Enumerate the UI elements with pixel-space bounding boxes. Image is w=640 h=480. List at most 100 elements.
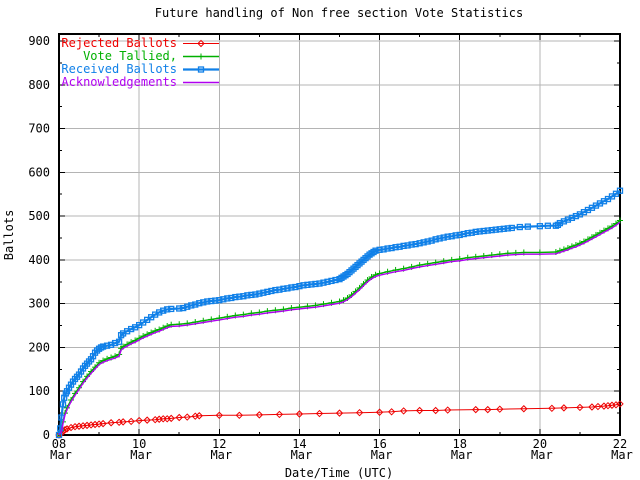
legend-item-acknowledgements: Acknowledgements <box>60 76 220 89</box>
square-marker-icon <box>115 338 123 345</box>
diamond-marker-icon <box>79 422 87 430</box>
diamond-marker-icon <box>127 417 135 426</box>
x-tick-label: 10 <box>132 437 146 451</box>
square-marker-icon <box>464 230 471 237</box>
square-marker-icon <box>228 294 235 302</box>
series-line-rejected-ballots <box>58 403 621 436</box>
square-marker-icon <box>244 292 251 299</box>
legend-sample-square-line-icon <box>183 66 219 73</box>
x-tick-label: Mar <box>291 448 313 462</box>
square-marker-icon <box>308 281 315 288</box>
legend-sample-plain-line-icon <box>183 81 219 84</box>
square-marker-icon <box>572 212 580 220</box>
square-marker-icon <box>400 242 407 250</box>
diamond-marker-icon <box>255 411 264 419</box>
square-marker-icon <box>236 293 243 300</box>
y-tick-label: 500 <box>28 209 50 223</box>
square-marker-icon <box>448 233 455 240</box>
diamond-marker-icon <box>115 418 123 427</box>
diamond-marker-icon <box>99 419 107 428</box>
diamond-marker-icon <box>443 406 452 414</box>
diamond-marker-icon <box>175 413 183 422</box>
square-marker-icon <box>416 240 423 247</box>
diamond-marker-icon <box>71 422 79 431</box>
diamond-marker-icon <box>616 400 624 408</box>
square-marker-icon <box>500 225 507 232</box>
square-marker-icon <box>260 289 267 296</box>
square-marker-icon <box>544 222 552 229</box>
square-marker-icon <box>111 339 119 347</box>
square-marker-icon <box>107 341 115 348</box>
square-marker-icon <box>432 236 439 243</box>
legend-item-rejected-ballots: Rejected Ballots <box>60 37 220 50</box>
square-marker-icon <box>320 279 327 286</box>
diamond-marker-icon <box>275 410 284 419</box>
x-tick-label: 22 <box>613 437 627 451</box>
square-marker-icon <box>272 286 279 294</box>
diamond-marker-icon <box>195 412 203 420</box>
square-marker-icon <box>496 226 503 233</box>
square-marker-icon <box>316 280 323 287</box>
x-tick-label: 12 <box>212 437 226 451</box>
square-marker-icon <box>380 246 387 253</box>
legend-label-rejected-ballots: Rejected Ballots <box>61 36 177 50</box>
square-marker-icon <box>268 287 275 295</box>
diamond-marker-icon <box>159 415 167 423</box>
legend: Rejected Ballots Vote Tallied, Received … <box>60 37 220 89</box>
square-marker-icon <box>392 244 399 251</box>
x-tick-label: Mar <box>451 448 473 462</box>
diamond-marker-icon <box>600 402 608 410</box>
diamond-marker-icon <box>167 414 175 423</box>
x-axis-title: Date/Time (UTC) <box>285 466 393 480</box>
diamond-marker-icon <box>355 408 364 417</box>
square-marker-icon <box>452 232 459 239</box>
series-line-vote-tallied <box>58 219 621 436</box>
y-tick-label: 100 <box>28 384 50 398</box>
square-marker-icon <box>208 297 215 305</box>
series-rejected-ballots <box>55 400 624 439</box>
diamond-marker-icon <box>215 411 223 420</box>
square-marker-icon <box>436 235 443 242</box>
square-marker-icon <box>560 218 568 225</box>
square-marker-icon <box>284 285 291 292</box>
square-marker-icon <box>396 243 403 250</box>
y-tick-label: 800 <box>28 78 50 92</box>
chart-title: Future handling of Non free section Vote… <box>155 6 523 20</box>
square-marker-icon <box>424 238 431 245</box>
square-marker-icon <box>460 230 467 238</box>
diamond-marker-icon <box>335 409 344 417</box>
diamond-marker-icon <box>107 419 115 427</box>
square-marker-icon <box>160 307 167 314</box>
square-marker-icon <box>184 303 191 310</box>
square-marker-icon <box>328 277 335 285</box>
square-marker-icon <box>484 227 491 234</box>
square-marker-icon <box>468 229 475 236</box>
square-marker-icon <box>420 239 427 246</box>
square-marker-icon <box>516 223 523 231</box>
series-line-acknowledgements <box>58 221 621 436</box>
series-acknowledgements <box>58 221 621 436</box>
square-marker-icon <box>192 301 199 308</box>
square-marker-icon <box>524 223 531 230</box>
diamond-marker-icon <box>484 405 492 414</box>
square-marker-icon <box>508 224 515 232</box>
y-tick-label: 900 <box>28 34 50 48</box>
square-marker-icon <box>197 66 205 73</box>
square-marker-icon <box>456 231 463 239</box>
diamond-marker-icon <box>75 422 83 430</box>
diamond-marker-icon <box>560 404 568 412</box>
diamond-marker-icon <box>119 418 127 426</box>
square-marker-icon <box>55 431 63 439</box>
y-axis-title: Ballots <box>2 210 16 261</box>
square-marker-icon <box>196 300 203 307</box>
y-tick-label: 600 <box>28 165 50 179</box>
x-tick-label: Mar <box>50 448 72 462</box>
x-tick-label: Mar <box>531 448 553 462</box>
diamond-marker-icon <box>604 401 612 410</box>
diamond-marker-icon <box>155 415 163 423</box>
square-marker-icon <box>252 291 259 298</box>
square-marker-icon <box>127 325 135 333</box>
square-marker-icon <box>324 278 331 285</box>
